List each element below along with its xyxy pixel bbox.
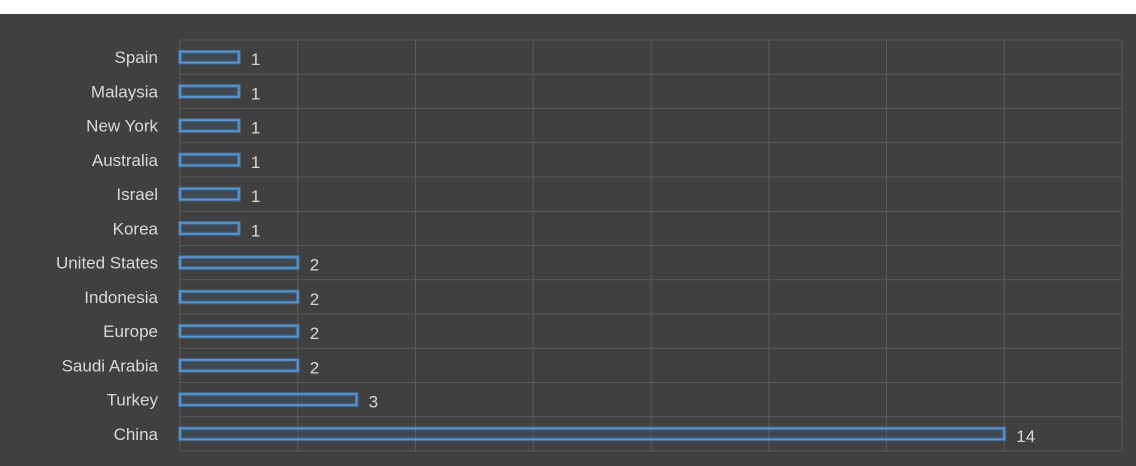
bar bbox=[179, 393, 358, 406]
category-label: Korea bbox=[113, 219, 159, 238]
data-label: 2 bbox=[310, 290, 319, 309]
data-label: 3 bbox=[369, 393, 378, 412]
chart-area: Spain 1 Malaysia 1 New York 1 Australia 1 Israel… bbox=[0, 14, 1136, 466]
bar bbox=[179, 427, 1006, 441]
bar bbox=[179, 85, 240, 98]
category-label: Turkey bbox=[107, 391, 159, 410]
data-label: 14 bbox=[1016, 427, 1035, 446]
category-label: Saudi Arabia bbox=[62, 356, 159, 375]
category-label: Spain bbox=[115, 48, 158, 67]
bar-chart: Spain 1 Malaysia 1 New York 1 Australia 1 Israel… bbox=[56, 39, 1123, 452]
category-label: New York bbox=[86, 117, 158, 136]
data-label: 2 bbox=[310, 358, 319, 377]
bar bbox=[179, 359, 299, 372]
category-label: China bbox=[114, 425, 159, 444]
category-label: Israel bbox=[116, 185, 158, 204]
category-label: Malaysia bbox=[91, 82, 159, 101]
bar bbox=[179, 50, 240, 64]
bar bbox=[179, 119, 240, 132]
data-label: 1 bbox=[251, 153, 260, 172]
data-label: 1 bbox=[251, 187, 260, 206]
bar bbox=[179, 187, 240, 201]
category-label: Indonesia bbox=[84, 288, 158, 307]
bar bbox=[179, 324, 299, 338]
data-label: 1 bbox=[251, 84, 260, 103]
category-label: Australia bbox=[92, 151, 159, 170]
data-label: 2 bbox=[310, 324, 319, 343]
gridlines bbox=[179, 39, 1123, 452]
data-label: 2 bbox=[310, 256, 319, 275]
category-label: United States bbox=[56, 254, 158, 273]
data-label: 1 bbox=[251, 221, 260, 240]
category-label: Europe bbox=[103, 322, 158, 341]
bar bbox=[179, 290, 299, 304]
bar bbox=[179, 222, 240, 235]
bar bbox=[179, 256, 299, 269]
bar bbox=[179, 153, 240, 167]
data-label: 1 bbox=[251, 50, 260, 69]
data-label: 1 bbox=[251, 119, 260, 138]
